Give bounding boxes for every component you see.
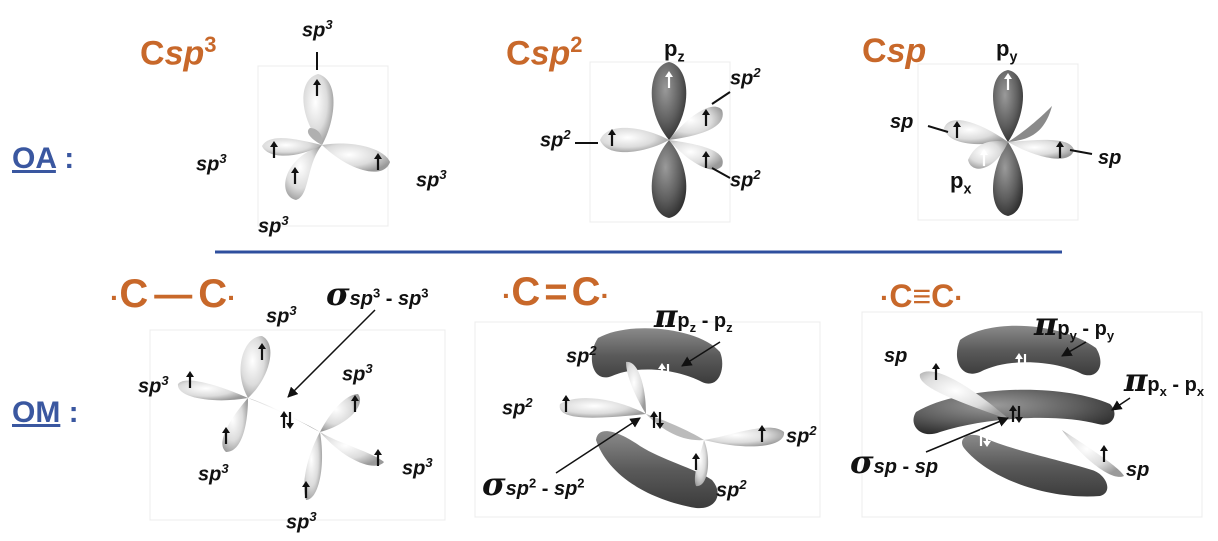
label-om-sp3-f: sp3 <box>286 509 317 534</box>
spin-down-arrow <box>1015 406 1023 423</box>
spin-up-arrow <box>758 425 766 442</box>
label-om-sp3-a: sp3 <box>266 303 297 328</box>
bond-label-sigma-sp2: σsp2 - sp2 <box>482 465 585 503</box>
label-py: py <box>996 36 1018 66</box>
title-csp3: Csp3 <box>140 32 217 73</box>
label-sp3-top: sp3 <box>302 17 333 42</box>
label-sp2-lower: sp2 <box>730 167 761 192</box>
spin-up-arrow <box>692 453 700 470</box>
label-sp3-right: sp3 <box>416 167 447 192</box>
spin-up-arrow <box>374 449 382 466</box>
om-sp3-orbital <box>177 309 384 500</box>
formula-single-bond: ·C — C· <box>110 272 237 316</box>
label-om-sp3-b: sp3 <box>138 373 169 398</box>
label-sp2-upper: sp2 <box>730 65 761 90</box>
label-sp-left: sp <box>890 111 914 133</box>
spin-up-arrow <box>1015 353 1023 370</box>
label-sp3-left: sp3 <box>196 151 227 176</box>
label-om-sp2-d: sp2 <box>716 477 747 502</box>
label-om-sp-a: sp <box>884 345 908 367</box>
spin-up-arrow <box>351 395 359 412</box>
spin-up-arrow <box>562 395 570 412</box>
label-om-sp2-c: sp2 <box>786 423 817 448</box>
spin-down-arrow <box>983 430 991 447</box>
spin-up-arrow <box>702 151 710 168</box>
spin-up-arrow <box>658 363 666 380</box>
om-sp-orbital <box>913 325 1131 497</box>
frame-sp3-om <box>149 329 446 521</box>
oa-sp3-orbital <box>262 52 390 200</box>
spin-up-arrow <box>1004 73 1012 90</box>
label-om-sp2-a: sp2 <box>566 343 597 368</box>
label-sp3-bottom: sp3 <box>258 213 289 238</box>
bond-label-sigma-sp: σsp - sp <box>850 443 939 481</box>
spin-up-arrow <box>953 121 961 138</box>
formula-triple-bond: ·C≡C· <box>880 278 964 314</box>
spin-up-arrow <box>650 411 658 428</box>
om-sp2-orbital <box>555 328 785 509</box>
spin-up-arrow <box>258 343 266 360</box>
spin-up-arrow <box>186 371 194 388</box>
spin-down-arrow <box>1021 354 1029 371</box>
spin-up-arrow <box>1100 445 1108 462</box>
title-csp: Csp <box>862 32 927 70</box>
bond-label-pi-px: πpx - px <box>1124 361 1205 399</box>
row-label-oa: OA : <box>12 142 75 175</box>
spin-up-arrow <box>980 149 988 166</box>
oa-sp2-orbital <box>575 62 731 218</box>
spin-up-arrow <box>280 411 288 428</box>
oa-sp-orbital <box>927 70 1093 216</box>
title-csp2: Csp2 <box>506 32 583 73</box>
spin-up-arrow <box>977 429 985 446</box>
spin-up-arrow <box>302 481 310 498</box>
formula-double-bond: ·C = C· <box>502 270 610 314</box>
spin-up-arrow <box>291 167 299 184</box>
spin-down-arrow <box>656 412 664 429</box>
label-sp-right: sp <box>1098 147 1122 169</box>
label-pz: pz <box>664 36 685 66</box>
label-om-sp-b: sp <box>1126 459 1150 481</box>
spin-up-arrow <box>222 427 230 444</box>
label-om-sp3-d: sp3 <box>198 461 229 486</box>
spin-down-arrow <box>286 412 294 429</box>
bond-label-pi-pz: πpz - pz <box>654 297 733 335</box>
spin-down-arrow <box>664 364 672 381</box>
spin-up-arrow <box>608 129 616 146</box>
label-px: px <box>950 168 972 198</box>
spin-up-arrow <box>374 153 382 170</box>
label-om-sp3-c: sp3 <box>342 361 373 386</box>
spin-up-arrow <box>702 109 710 126</box>
spin-up-arrow <box>1009 405 1017 422</box>
spin-up-arrow <box>1056 141 1064 158</box>
label-sp2-left: sp2 <box>540 127 571 152</box>
spin-up-arrow <box>665 71 673 88</box>
row-label-om: OM : <box>12 396 79 429</box>
label-om-sp3-e: sp3 <box>402 455 433 480</box>
bond-label-pi-py: πpy - py <box>1034 305 1115 343</box>
spin-up-arrow <box>313 79 321 96</box>
bond-label-sigma-sp3: σsp3 - sp3 <box>326 275 429 313</box>
spin-up-arrow <box>270 141 278 158</box>
spin-up-arrow <box>932 363 940 380</box>
label-om-sp2-b: sp2 <box>502 395 533 420</box>
